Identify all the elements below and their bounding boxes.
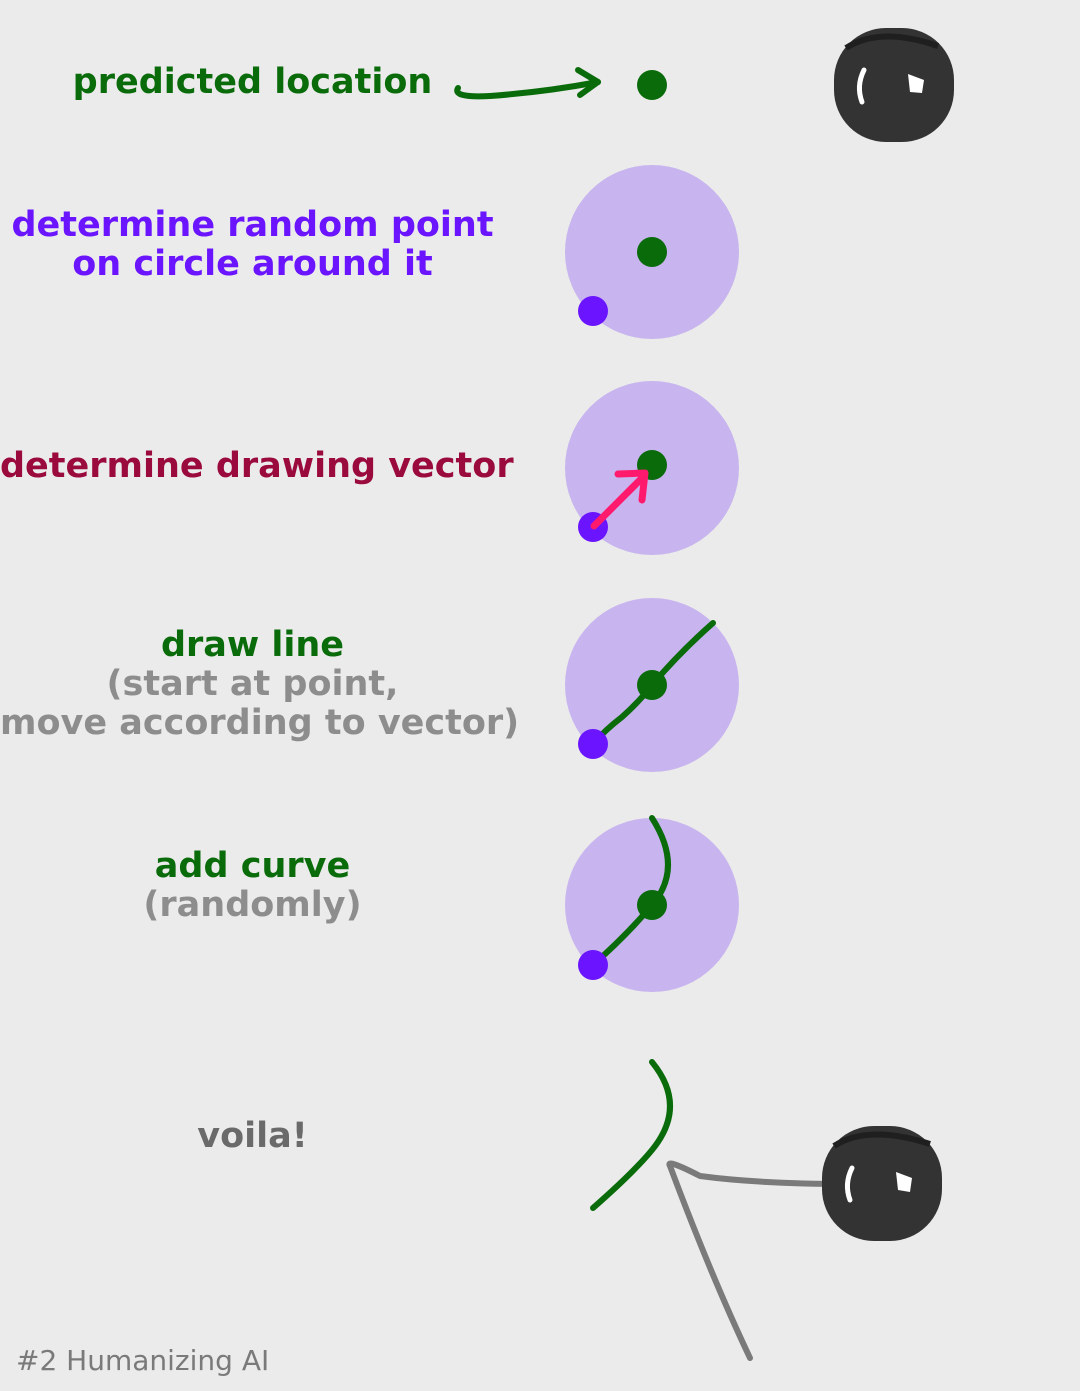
step5-title: add curve: [154, 846, 351, 886]
predicted-location-point: [637, 70, 667, 100]
step1-label: predicted location: [0, 63, 505, 102]
step6-label: voila!: [0, 1117, 505, 1156]
step4-label: draw line (start at point, move accordin…: [0, 625, 520, 743]
drawing-vector-arrowhead: [614, 469, 649, 504]
step4-title: draw line: [160, 625, 345, 665]
step5-subtitle: (randomly): [143, 885, 362, 925]
step6-title: voila!: [197, 1116, 308, 1156]
step1-title: predicted location: [72, 62, 433, 102]
step3-title: determine drawing vector: [0, 446, 514, 486]
step2-title-line1: determine random point: [11, 205, 494, 245]
predicted-location-point: [637, 670, 667, 700]
step3-label: determine drawing vector: [0, 446, 514, 486]
pointer-line: [666, 1160, 853, 1361]
pointer-arrow-shaft: [454, 79, 601, 100]
footer-caption: #2 Humanizing AI: [16, 1344, 270, 1377]
random-point: [578, 296, 608, 326]
eye-icon: [834, 28, 954, 142]
predicted-location-point: [637, 890, 667, 920]
drawn-line: [590, 620, 716, 747]
random-point: [578, 950, 608, 980]
step2-title-line2: on circle around it: [72, 244, 433, 284]
step4-subtitle-line1: (start at point,: [106, 664, 399, 704]
predicted-location-point: [637, 237, 667, 267]
step2-label: determine random point on circle around …: [0, 206, 505, 284]
step5-label: add curve (randomly): [0, 847, 505, 925]
step4-subtitle-line2: move according to vector): [0, 703, 520, 743]
pointer-arrow-head: [575, 67, 601, 98]
eye-icon: [822, 1126, 942, 1241]
random-point: [578, 729, 608, 759]
drawing-vector-arrow: [590, 472, 648, 530]
final-stroke: [590, 1059, 673, 1211]
